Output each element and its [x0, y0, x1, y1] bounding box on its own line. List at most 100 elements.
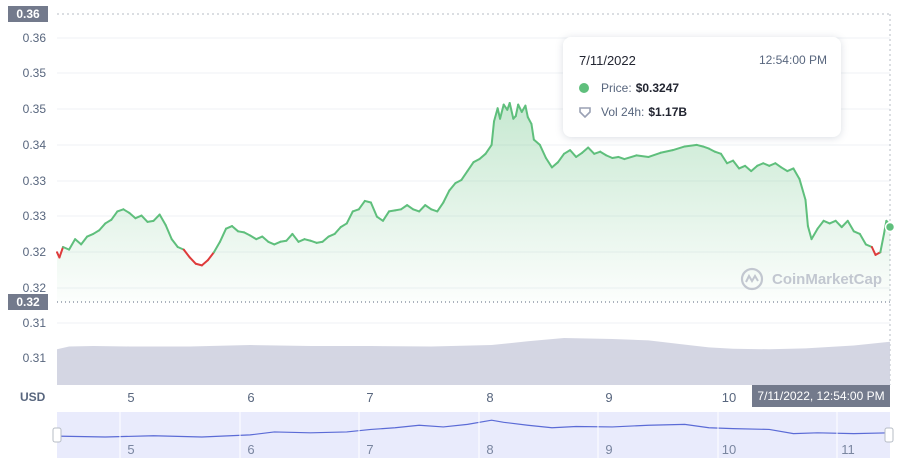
x-tick-label: 7 — [366, 390, 373, 405]
tooltip-volume-label: Vol 24h: — [601, 105, 645, 119]
price-line-segment — [726, 159, 735, 165]
price-line-segment — [484, 143, 493, 155]
navigator-tick-label: 9 — [605, 442, 612, 457]
price-line-segment — [671, 145, 686, 152]
price-line-segment — [261, 235, 270, 243]
crosshair-time-flag: 7/11/2022, 12:54:00 PM — [752, 385, 890, 407]
navigator-left-handle[interactable] — [52, 427, 62, 443]
tooltip-price-row: Price: $0.3247 — [579, 81, 679, 95]
price-line-segment — [297, 238, 306, 243]
price-line-segment — [68, 238, 77, 251]
price-line-segment — [828, 219, 837, 225]
price-dot-icon — [579, 83, 589, 93]
price-line-segment — [526, 116, 533, 125]
price-line-segment — [164, 224, 173, 241]
price-line-segment — [122, 208, 131, 214]
y-tick-label: 0.36 — [23, 31, 47, 45]
navigator-tick-label: 10 — [722, 442, 736, 457]
top-price-flag: 0.36 — [8, 6, 48, 22]
tooltip-volume-row: Vol 24h: $1.17B — [579, 105, 687, 119]
price-line-segment — [62, 246, 71, 251]
price-line-segment — [104, 218, 113, 225]
price-line-segment — [110, 210, 119, 221]
price-line-segment — [514, 103, 520, 118]
price-line-segment — [593, 150, 602, 155]
price-line-segment — [524, 104, 529, 119]
price-line-segment — [128, 211, 137, 220]
price-line-segment — [218, 227, 228, 243]
price-line-segment — [557, 152, 566, 164]
price-line-segment — [98, 222, 107, 232]
price-line-segment — [744, 164, 753, 173]
price-line-segment — [647, 151, 662, 158]
price-line-segment — [442, 189, 451, 204]
price-line-segment — [448, 182, 457, 192]
price-line-segment — [381, 210, 390, 222]
price-line-segment — [140, 214, 149, 223]
price-line-segment — [466, 161, 475, 173]
tooltip-date: 7/11/2022 — [579, 53, 636, 68]
price-line-segment — [58, 246, 65, 259]
price-line-segment — [738, 164, 747, 170]
price-line-segment — [436, 201, 445, 213]
price-line-segment — [508, 102, 515, 120]
navigator-tick-label: 8 — [486, 442, 493, 457]
volume-icon — [579, 106, 591, 118]
y-tick-label: 0.35 — [23, 102, 47, 116]
price-line-segment — [695, 143, 704, 148]
price-line-segment — [879, 232, 885, 254]
price-line-segment — [394, 208, 403, 212]
price-line-segment — [550, 161, 560, 169]
price-line-segment — [225, 225, 234, 230]
price-line-segment — [303, 238, 312, 242]
price-line-segment — [575, 151, 584, 158]
price-line-segment — [309, 239, 318, 244]
price-line-segment — [363, 199, 372, 204]
price-line-segment — [517, 103, 523, 113]
price-line-segment — [200, 259, 209, 267]
x-tick-label: 5 — [127, 390, 134, 405]
price-line-segment — [188, 256, 197, 265]
price-line-segment — [369, 201, 378, 218]
last-price-point — [884, 221, 896, 233]
price-line-segment — [587, 146, 596, 155]
price-line-segment — [544, 157, 553, 169]
tooltip-price-value: $0.3247 — [635, 81, 680, 95]
price-line-segment — [460, 170, 469, 181]
price-line-segment — [412, 208, 421, 213]
price-line-segment — [357, 199, 366, 211]
price-line-segment — [478, 152, 487, 161]
price-line-segment — [387, 209, 397, 213]
price-line-segment — [713, 150, 722, 155]
price-line-segment — [80, 235, 89, 246]
price-line-segment — [858, 232, 867, 246]
price-line-segment — [635, 154, 650, 158]
navigator-right-handle[interactable] — [884, 427, 894, 443]
navigator-tick-label: 11 — [841, 442, 855, 457]
price-line-segment — [146, 219, 155, 223]
price-line-segment — [816, 219, 825, 230]
price-line-segment — [499, 103, 505, 120]
price-line-segment — [834, 219, 843, 229]
price-line-segment — [273, 240, 282, 246]
tooltip-price-label: Price: — [601, 81, 632, 95]
price-line-segment — [194, 262, 203, 267]
price-line-segment — [182, 248, 191, 259]
price-line-segment — [846, 219, 855, 233]
price-line-segment — [530, 122, 535, 141]
price-line-segment — [493, 107, 499, 123]
price-line-segment — [852, 230, 861, 235]
price-line-segment — [732, 159, 741, 170]
price-line-segment — [605, 154, 614, 159]
price-line-segment — [792, 167, 801, 180]
price-line-segment — [659, 149, 674, 154]
price-line-segment — [806, 225, 813, 241]
price-line-segment — [212, 240, 221, 254]
price-line-segment — [786, 167, 795, 173]
price-line-segment — [243, 231, 252, 237]
price-line-segment — [255, 235, 264, 241]
price-line-segment — [454, 178, 463, 185]
price-line-segment — [840, 219, 849, 229]
price-line-segment — [810, 227, 819, 241]
